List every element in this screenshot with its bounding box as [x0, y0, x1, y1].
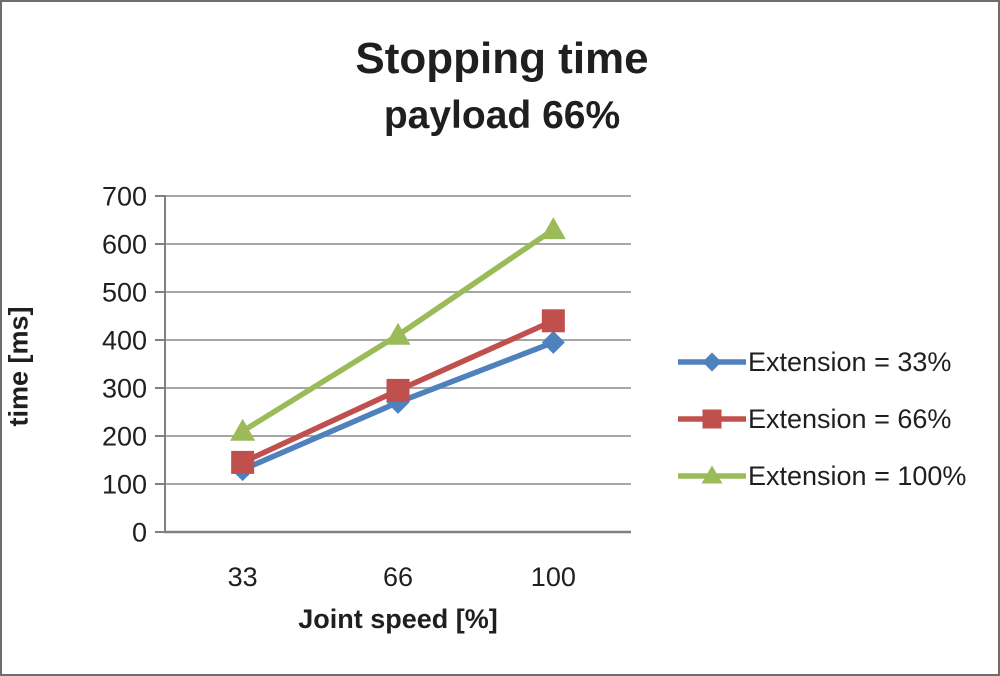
legend-label: Extension = 33% — [748, 346, 952, 377]
legend-marker-square — [702, 409, 722, 429]
y-tick-label-0: 0 — [132, 518, 147, 548]
legend-label: Extension = 100% — [748, 460, 967, 491]
data-point-square-x100 — [541, 309, 565, 333]
y-tick-label-400: 400 — [102, 326, 147, 356]
x-tick-label-33: 33 — [228, 562, 258, 592]
legend-label: Extension = 66% — [748, 403, 952, 434]
legend-key-line-marker-icon — [678, 352, 746, 372]
legend-item-extension-33: Extension = 33% — [678, 343, 966, 381]
legend-item-extension-66: Extension = 66% — [678, 400, 966, 438]
legend-key-line-marker-icon — [678, 465, 746, 484]
legend-item-extension-100: Extension = 100% — [678, 457, 966, 495]
data-point-diamond-x100 — [541, 330, 565, 354]
x-tick-label-66: 66 — [383, 562, 413, 592]
data-point-square-x33 — [231, 450, 255, 474]
legend: Extension = 33% Extension = 66% Extensio… — [678, 343, 966, 495]
chart-title: Stopping time — [355, 34, 649, 83]
y-tick-label-100: 100 — [102, 470, 147, 500]
x-axis-title: Joint speed [%] — [298, 604, 498, 634]
data-point-square-x66 — [386, 378, 410, 402]
y-tick-label-700: 700 — [102, 182, 147, 212]
legend-marker-triangle — [701, 465, 723, 484]
chart-subtitle: payload 66% — [383, 94, 621, 137]
data-point-triangle-x100 — [540, 217, 566, 240]
y-tick-label-500: 500 — [102, 278, 147, 308]
data-point-triangle-x66 — [385, 322, 411, 345]
y-axis-title: time [ms] — [3, 306, 34, 427]
y-tick-label-600: 600 — [102, 230, 147, 260]
y-tick-label-200: 200 — [102, 422, 147, 452]
x-tick-label-100: 100 — [531, 562, 576, 592]
y-tick-label-300: 300 — [102, 374, 147, 404]
legend-key-line-marker-icon — [678, 409, 746, 429]
data-point-triangle-x33 — [230, 418, 256, 441]
legend-marker-diamond — [702, 352, 722, 372]
